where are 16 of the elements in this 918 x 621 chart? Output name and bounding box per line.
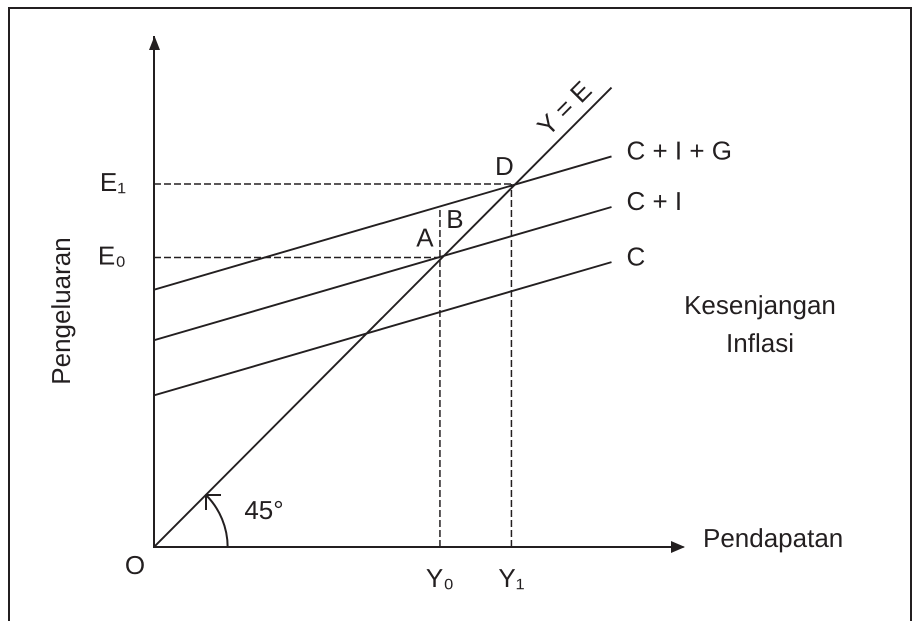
x-tick-label: Y₁ <box>498 562 525 593</box>
annotation: 45° <box>244 495 284 526</box>
series-label: C <box>626 241 646 272</box>
series-label: C + I + G <box>626 136 732 166</box>
annotation: A <box>416 222 434 253</box>
text: E₁ <box>100 167 126 198</box>
text: Y = E <box>531 75 598 142</box>
text: O <box>124 550 146 580</box>
annotation: B <box>446 204 464 234</box>
x-axis-title: Pendapatan <box>703 523 844 554</box>
annotation: D <box>495 151 514 182</box>
text: Kesenjangan Inflasi <box>684 290 836 358</box>
x-tick-label: Y₀ <box>426 562 454 593</box>
text: E₀ <box>98 240 126 271</box>
y-axis-title: Pengeluaran <box>46 237 76 385</box>
series-label: C + I <box>626 186 682 216</box>
